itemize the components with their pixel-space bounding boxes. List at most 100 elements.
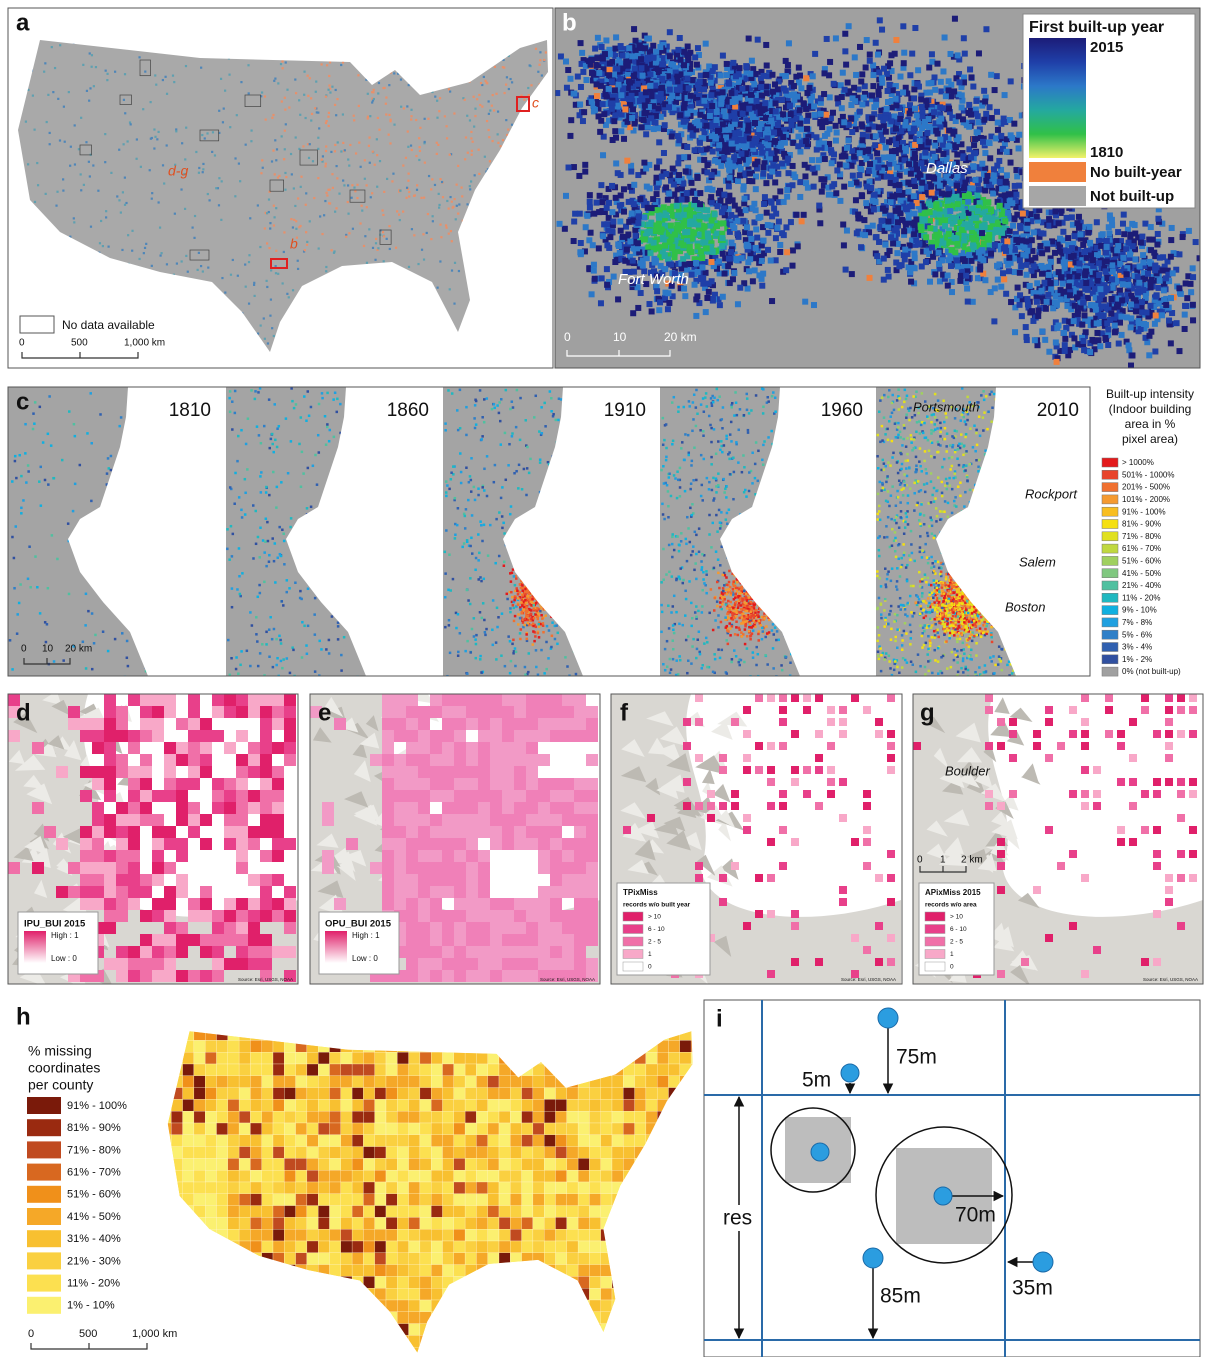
map-pixel — [432, 85, 434, 87]
map-pixel — [321, 233, 323, 235]
map-pixel — [527, 192, 529, 194]
map-pixel — [427, 213, 429, 215]
map-pixel — [273, 205, 275, 207]
map-pixel — [494, 215, 496, 217]
map-pixel — [877, 17, 883, 23]
map-pixel — [816, 203, 822, 209]
map-pixel — [193, 237, 195, 239]
map-pixel — [445, 125, 447, 127]
map-pixel — [274, 173, 276, 175]
map-pixel — [369, 67, 371, 69]
map-pixel — [432, 344, 434, 346]
map-pixel — [137, 311, 139, 313]
map-pixel — [548, 295, 550, 297]
map-pixel — [638, 290, 644, 296]
map-pixel — [982, 277, 988, 283]
map-pixel — [333, 250, 335, 252]
map-pixel — [309, 143, 311, 145]
map-pixel — [69, 165, 71, 167]
map-pixel — [1190, 317, 1196, 323]
map-pixel — [464, 158, 466, 160]
map-pixel — [284, 172, 286, 174]
map-pixel — [548, 307, 550, 309]
map-pixel — [257, 332, 259, 334]
map-pixel — [253, 282, 255, 284]
map-pixel — [363, 245, 365, 247]
map-pixel — [748, 236, 754, 242]
map-pixel — [200, 265, 202, 267]
map-pixel — [405, 197, 407, 199]
map-pixel — [325, 266, 327, 268]
map-pixel — [646, 301, 652, 307]
map-pixel — [374, 38, 376, 40]
map-pixel — [406, 187, 408, 189]
map-pixel — [454, 262, 456, 264]
map-pixel — [535, 248, 537, 250]
map-pixel — [859, 101, 865, 107]
map-pixel — [865, 127, 871, 133]
map-pixel — [309, 36, 311, 38]
map-pixel — [182, 282, 184, 284]
map-pixel — [154, 136, 156, 138]
map-pixel — [347, 184, 349, 186]
map-pixel — [191, 226, 193, 228]
map-pixel — [64, 141, 66, 143]
map-pixel — [720, 294, 726, 300]
map-pixel — [392, 61, 394, 63]
map-pixel — [502, 289, 504, 291]
map-pixel — [437, 36, 439, 38]
map-pixel — [275, 207, 277, 209]
map-pixel — [510, 217, 512, 219]
map-pixel — [373, 89, 375, 91]
map-pixel — [600, 233, 606, 239]
map-pixel — [600, 152, 606, 158]
map-pixel — [377, 117, 379, 119]
map-pixel — [900, 23, 906, 29]
map-pixel — [361, 210, 363, 212]
map-pixel — [232, 329, 234, 331]
map-pixel — [420, 66, 422, 68]
map-pixel — [318, 127, 320, 129]
map-pixel — [366, 184, 368, 186]
map-pixel — [1039, 328, 1045, 334]
map-pixel — [473, 314, 475, 316]
map-pixel — [1003, 291, 1009, 297]
map-pixel — [348, 165, 350, 167]
map-pixel — [393, 72, 395, 74]
map-pixel — [1157, 255, 1163, 261]
map-pixel — [442, 324, 444, 326]
map-pixel — [571, 219, 577, 225]
map-pixel — [342, 179, 344, 181]
map-pixel — [901, 50, 907, 56]
map-pixel — [329, 58, 331, 60]
map-pixel — [37, 260, 39, 262]
map-pixel — [731, 163, 737, 169]
map-pixel — [400, 106, 402, 108]
map-pixel — [164, 76, 166, 78]
map-pixel — [437, 287, 439, 289]
map-pixel — [69, 236, 71, 238]
map-pixel — [477, 233, 479, 235]
map-pixel — [841, 184, 847, 190]
map-pixel — [272, 149, 274, 151]
map-pixel — [692, 282, 698, 288]
map-pixel — [380, 45, 382, 47]
map-pixel — [89, 52, 91, 54]
map-pixel — [436, 142, 438, 144]
map-pixel — [565, 67, 571, 73]
map-pixel — [1080, 242, 1086, 248]
map-pixel — [319, 324, 321, 326]
map-pixel — [427, 118, 429, 120]
map-pixel — [273, 216, 275, 218]
map-pixel — [384, 329, 386, 331]
map-pixel — [1029, 248, 1035, 254]
map-pixel — [270, 298, 272, 300]
map-pixel — [322, 155, 324, 157]
map-pixel — [407, 146, 409, 148]
map-pixel — [967, 66, 973, 72]
map-pixel — [342, 314, 344, 316]
map-pixel — [134, 304, 136, 306]
map-pixel — [720, 251, 726, 257]
map-pixel — [924, 130, 930, 136]
map-pixel — [276, 148, 278, 150]
